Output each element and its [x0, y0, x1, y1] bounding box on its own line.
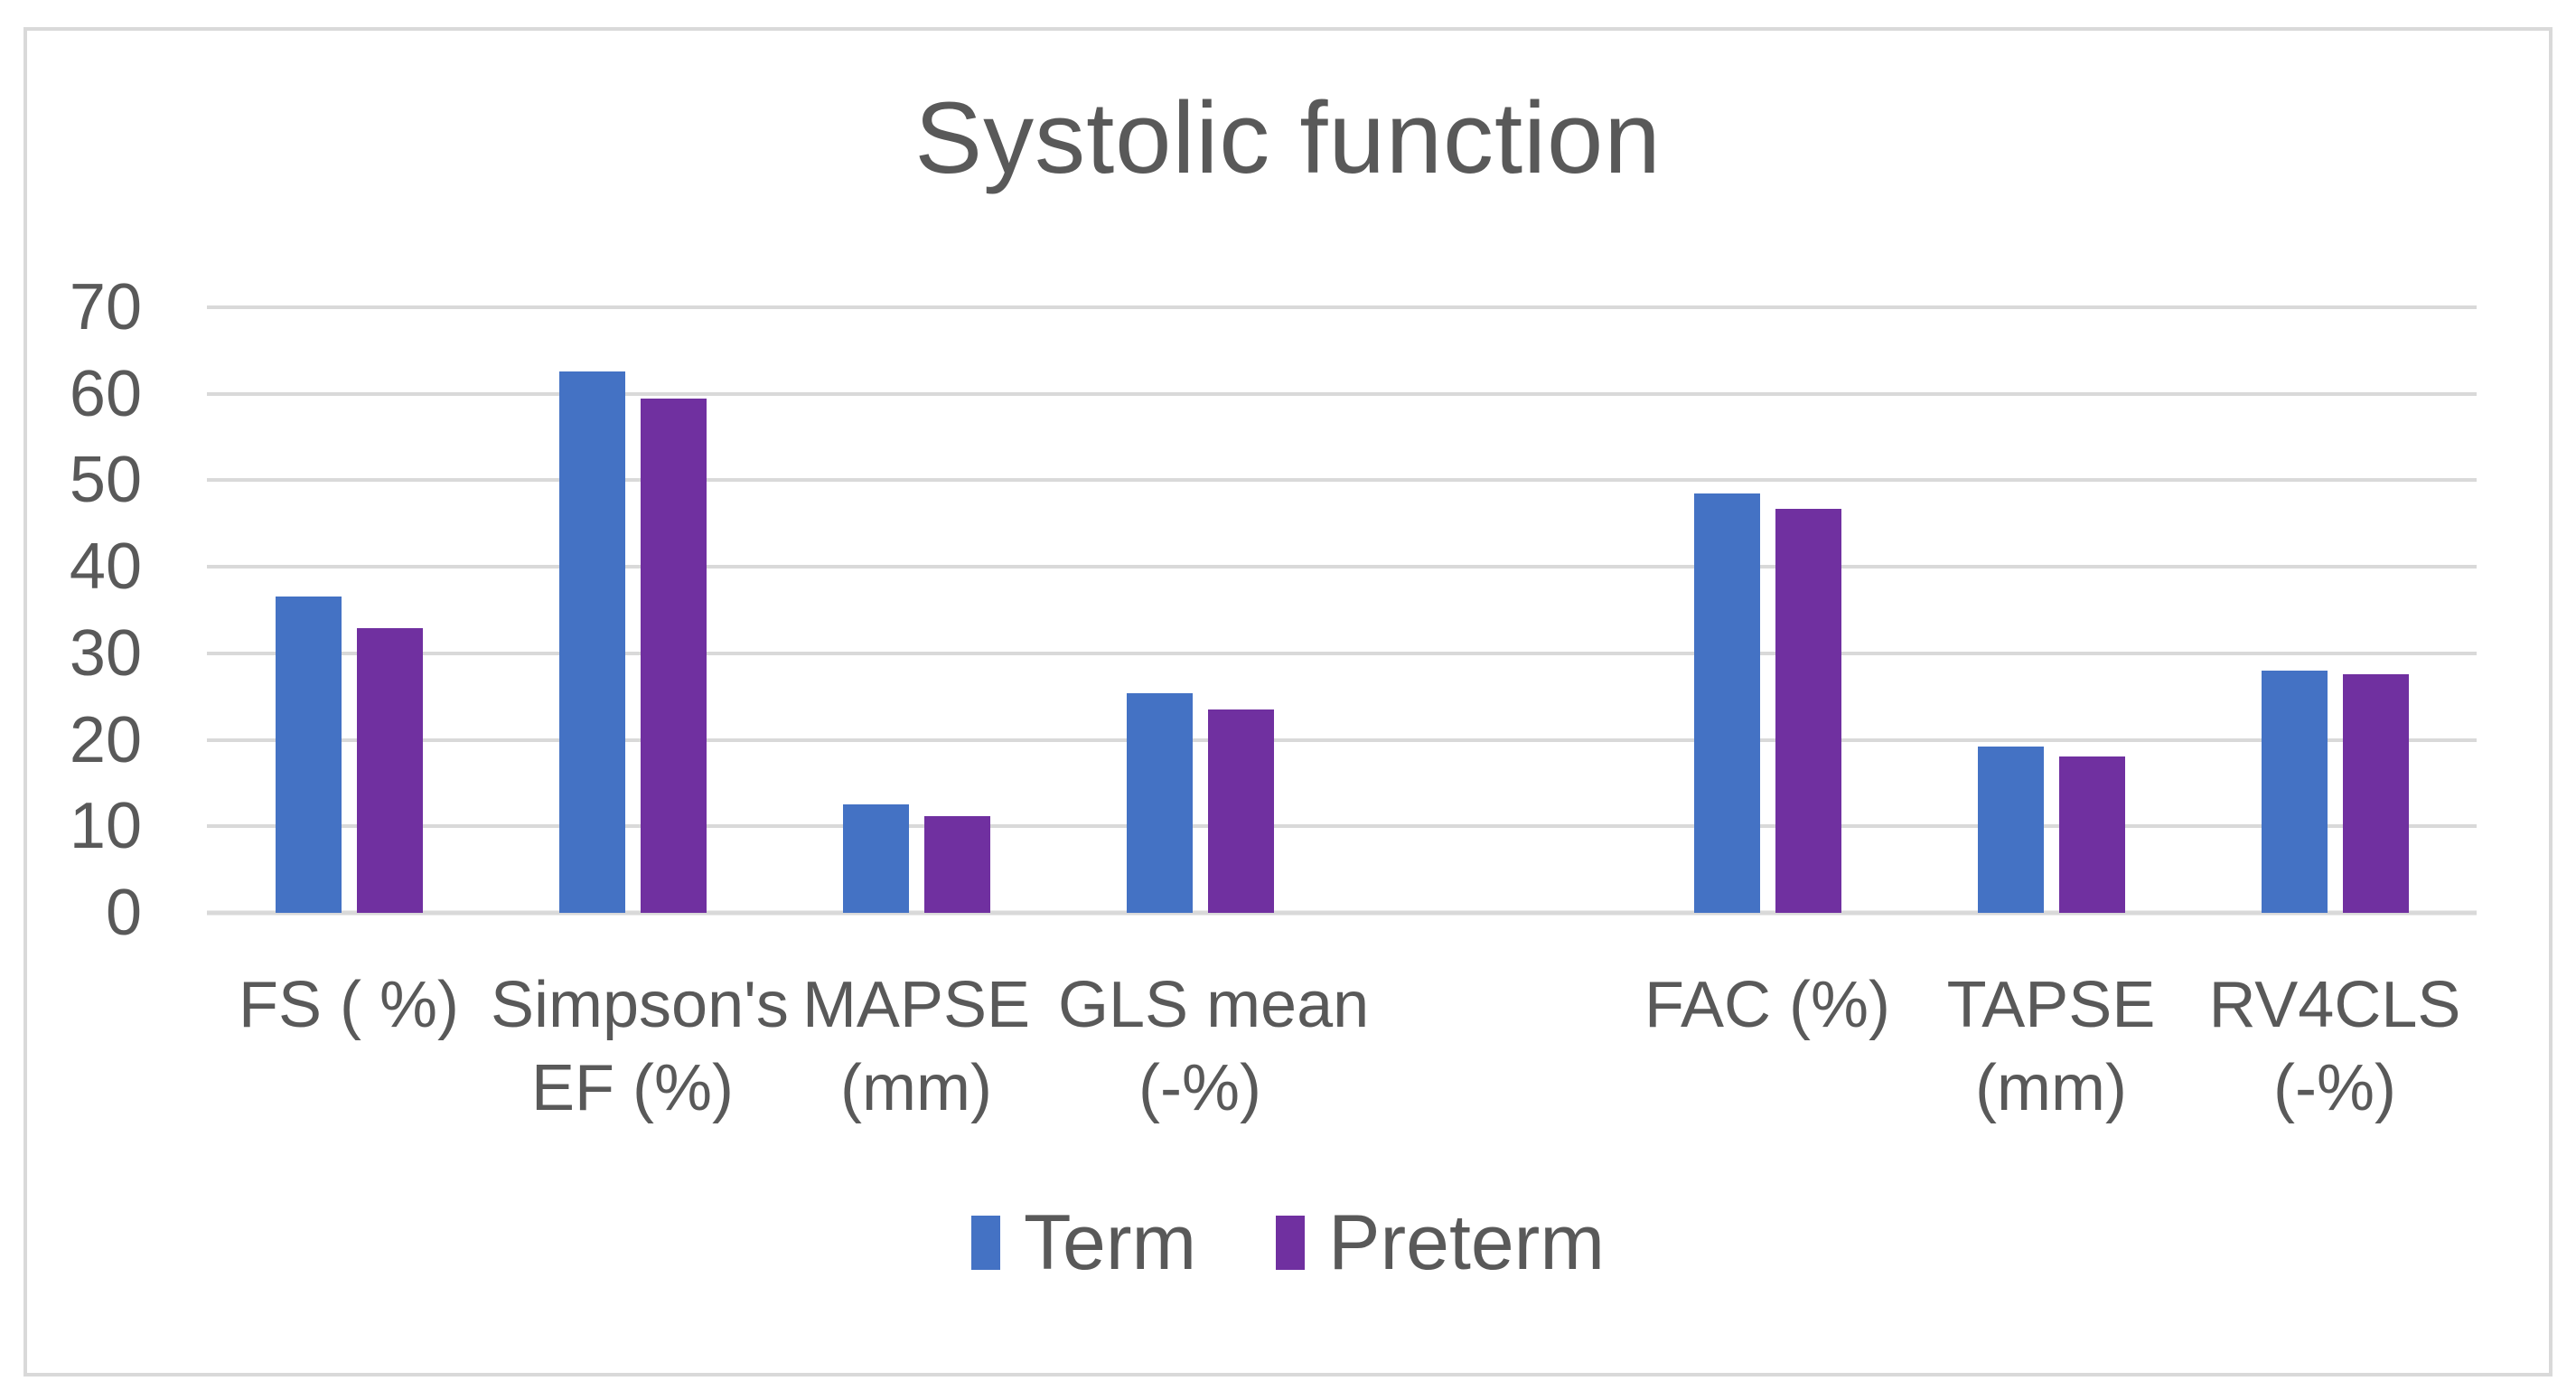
y-tick-label: 30: [69, 616, 142, 690]
y-tick-label: 20: [69, 703, 142, 776]
gridline: [207, 478, 2477, 483]
x-category-label-line: (mm): [840, 1052, 992, 1124]
x-category-label: GLS mean (-%): [1058, 963, 1370, 1130]
x-category-label: Simpson's EF (%): [491, 963, 789, 1130]
y-tick-label: 10: [69, 790, 142, 863]
legend-item-term: Term: [971, 1204, 1196, 1282]
bar-group: [774, 307, 1058, 913]
chart-frame: [23, 27, 2553, 1377]
x-category-label-line: FAC (%): [1644, 969, 1890, 1041]
legend-item-preterm: Preterm: [1276, 1204, 1605, 1282]
y-tick-label: 70: [69, 271, 142, 343]
y-tick-label: 40: [69, 531, 142, 604]
x-category-label: FAC (%): [1625, 963, 1909, 1047]
gridline: [207, 824, 2477, 829]
legend: Term Preterm: [0, 1204, 2576, 1282]
y-tick-label: 0: [105, 877, 142, 949]
legend-label: Term: [1024, 1199, 1197, 1286]
bar-term: [275, 596, 342, 913]
gridline: [207, 391, 2477, 396]
legend-swatch-icon: [1276, 1216, 1306, 1270]
bar-term: [2261, 671, 2328, 913]
x-category-label: FS ( %): [207, 963, 491, 1047]
chart-title: Systolic function: [914, 81, 1662, 194]
y-axis: 0 10 20 30 40 50 60 70: [0, 0, 142, 1400]
x-category-label: TAPSE (mm): [1909, 963, 2193, 1130]
x-category-label-line: Simpson's: [491, 969, 789, 1041]
x-axis-line: [207, 910, 2477, 916]
bar-group: [2193, 307, 2477, 913]
bar-group: [1058, 307, 1342, 913]
y-tick-label: 50: [69, 444, 142, 517]
x-category-label-line: TAPSE: [1946, 969, 2156, 1041]
bar-term: [558, 371, 625, 913]
x-category-label: RV4CLS (-%): [2193, 963, 2477, 1130]
x-category-label-line: EF (%): [531, 1052, 734, 1124]
x-category-label-line: (-%): [1138, 1052, 1261, 1124]
gridline: [207, 651, 2477, 655]
bar-preterm: [640, 398, 707, 913]
x-category-label-line: (mm): [1975, 1052, 2127, 1124]
bar-preterm: [923, 815, 990, 913]
gridline: [207, 565, 2477, 569]
x-category-label-line: MAPSE: [801, 969, 1031, 1041]
bar-term: [1693, 493, 1760, 913]
legend-label: Preterm: [1328, 1199, 1605, 1286]
bar-preterm: [1775, 509, 1841, 913]
x-category-label-line: GLS mean: [1058, 969, 1370, 1041]
bar-group: [1909, 307, 2193, 913]
x-axis: FS ( %) Simpson's EF (%) MAPSE (mm) GLS mean (…: [207, 963, 2477, 1135]
bar-preterm: [2342, 673, 2409, 913]
x-category-label-line: RV4CLS: [2208, 969, 2461, 1041]
x-category-label: MAPSE (mm): [774, 963, 1058, 1130]
bar-term: [1126, 692, 1193, 913]
x-category-label-line: FS ( %): [239, 969, 459, 1041]
bar-preterm: [356, 628, 423, 913]
plot-area: [207, 305, 2477, 916]
gridline: [207, 738, 2477, 742]
bar-group: [491, 307, 774, 913]
bar-term: [1977, 747, 2044, 913]
y-tick-label: 60: [69, 357, 142, 430]
bar-preterm: [1207, 709, 1274, 913]
bar-term: [842, 804, 909, 913]
gridline: [207, 305, 2477, 309]
bar-group: [207, 307, 491, 913]
bar-preterm: [2058, 756, 2125, 913]
bar-group: [1625, 307, 1909, 913]
x-category-label-line: (-%): [2273, 1052, 2396, 1124]
legend-swatch-icon: [971, 1216, 1001, 1270]
